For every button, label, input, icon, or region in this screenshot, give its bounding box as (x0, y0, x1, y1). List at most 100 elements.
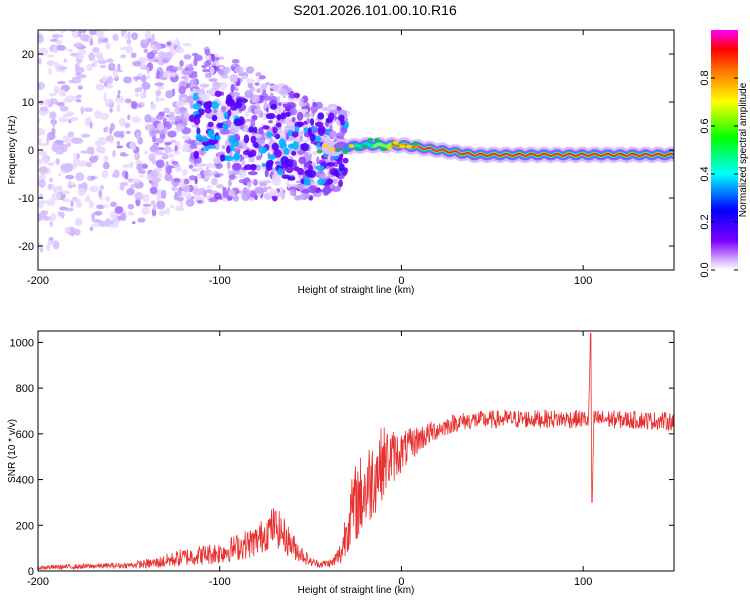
spectral-blob (151, 33, 155, 39)
spectral-blob (266, 185, 272, 190)
spectral-peak (225, 94, 233, 103)
spectral-blob (93, 210, 103, 216)
spectral-blob (59, 206, 68, 211)
colorbar-ticks: 0.0 0.2 0.4 0.6 0.8 (699, 70, 738, 278)
spectral-blob (51, 127, 56, 135)
spectral-peak (250, 135, 257, 144)
colorbar-tick-label: 0.4 (699, 166, 711, 181)
snr-y-tick-label: 600 (16, 429, 34, 441)
spectral-blob (124, 171, 129, 180)
spectral-blob (289, 107, 298, 116)
spectrogram-y-tick-label: 10 (22, 97, 34, 109)
spectral-blob (40, 210, 49, 216)
colorbar-gradient (711, 30, 738, 270)
spectral-blob (73, 184, 77, 188)
spectral-blob (197, 167, 204, 171)
spectral-blob (38, 200, 44, 209)
spectrogram-y-tick-label: 20 (22, 49, 34, 61)
spectral-peak (228, 135, 236, 144)
spectral-blob (291, 138, 302, 143)
spectral-blob (110, 138, 114, 144)
spectral-blob (321, 106, 330, 112)
spectral-blob (244, 177, 250, 183)
spectral-blob (48, 67, 52, 76)
spectral-peak (207, 129, 215, 139)
spectral-blob (185, 198, 195, 207)
spectral-peak (211, 101, 219, 110)
spectral-blob (38, 213, 43, 222)
spectral-blob (55, 158, 60, 165)
snr-x-axis-label: Height of straight line (km) (298, 585, 415, 596)
spectral-blob (103, 92, 107, 102)
spectral-blob (89, 121, 93, 129)
spectral-blob (51, 183, 55, 190)
spectral-blob (79, 30, 87, 34)
spectral-peak (266, 131, 273, 138)
spectral-blob (252, 86, 256, 93)
spectral-blob (182, 42, 192, 47)
spectral-blob (154, 150, 164, 156)
spectral-blob (112, 149, 116, 158)
spectral-blob (55, 19, 58, 26)
spectral-blob (75, 99, 82, 103)
spectral-blob (174, 145, 178, 153)
spectral-blob (156, 168, 161, 174)
spectral-blob (42, 156, 49, 165)
spectral-peak (192, 92, 199, 102)
spectral-blob (174, 166, 182, 173)
spectral-blob (173, 178, 181, 183)
spectral-blob (336, 106, 342, 111)
spectral-blob (149, 186, 158, 195)
spectral-blob (105, 218, 112, 227)
spectral-blob (178, 85, 186, 95)
spectral-blob (117, 63, 121, 71)
spectral-blob (205, 166, 210, 175)
spectral-blob (219, 65, 224, 71)
spectral-blob (247, 82, 253, 89)
spectral-blob (182, 168, 188, 176)
spectral-peak (195, 133, 202, 141)
spectral-blob (196, 88, 202, 93)
spectral-blob (182, 184, 191, 193)
colorbar-tick-label: 0.6 (699, 118, 711, 133)
spectral-blob (338, 179, 344, 188)
spectral-blob (215, 61, 221, 67)
spectral-blob (129, 161, 134, 169)
spectral-blob (233, 66, 244, 74)
spectral-blob (177, 40, 181, 49)
spectral-blob (62, 164, 73, 173)
spectral-peak (317, 178, 326, 186)
spectral-blob (75, 172, 85, 182)
spectral-peak (270, 103, 277, 110)
spectral-blob (89, 147, 95, 156)
spectral-peak (202, 141, 211, 147)
spectral-blob (74, 228, 81, 236)
spectral-blob (108, 102, 115, 109)
spectral-blob (254, 107, 259, 114)
spectral-blob (99, 195, 104, 201)
spectral-blob (110, 219, 115, 225)
spectral-blob (146, 51, 155, 59)
spectral-blob (214, 56, 220, 61)
spectral-blob (244, 118, 253, 122)
spectral-blob (202, 189, 208, 198)
spectral-peak (291, 131, 299, 138)
spectral-blob (150, 103, 156, 111)
spectral-blob (119, 184, 125, 191)
spectrogram-x-tick-label: 100 (574, 275, 592, 287)
spectral-blob (129, 141, 136, 150)
spectral-blob (131, 221, 136, 225)
spectral-blob (98, 220, 107, 228)
spectral-blob (52, 186, 63, 194)
spectral-blob (94, 110, 103, 119)
spectral-blob (312, 192, 316, 197)
spectral-blob (176, 207, 185, 212)
spectral-blob (255, 164, 261, 171)
spectral-blob (199, 83, 210, 88)
spectral-blob (336, 132, 345, 137)
spectral-blob (99, 64, 107, 69)
spectral-blob (119, 130, 125, 139)
spectral-blob (125, 45, 134, 54)
spectral-blob (54, 139, 64, 145)
